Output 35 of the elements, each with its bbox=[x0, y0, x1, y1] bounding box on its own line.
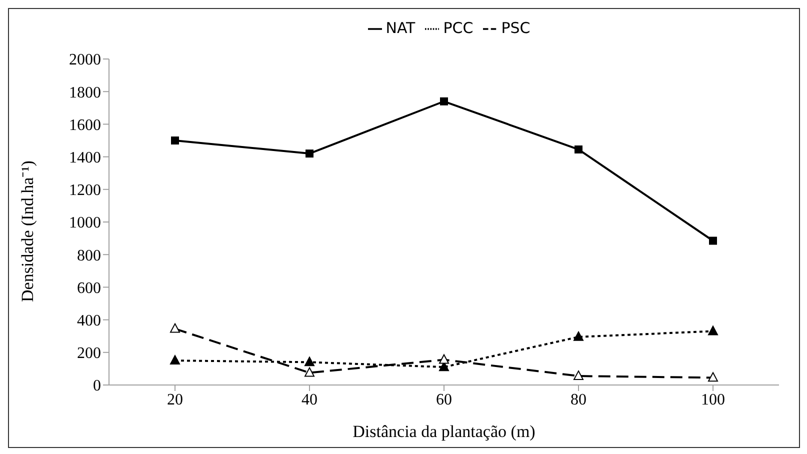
point bbox=[574, 370, 584, 380]
legend-label: PSC bbox=[501, 19, 530, 37]
point bbox=[708, 326, 718, 336]
point bbox=[171, 136, 179, 144]
point bbox=[708, 372, 718, 382]
x-axis-title: Distância da plantação (m) bbox=[352, 422, 536, 441]
x-tick-label: 80 bbox=[570, 391, 586, 408]
point bbox=[170, 355, 180, 365]
point bbox=[304, 356, 314, 366]
point bbox=[709, 236, 717, 245]
y-tick-label: 200 bbox=[77, 345, 101, 362]
x-tick-label: 60 bbox=[436, 391, 452, 408]
y-tick-label: 1000 bbox=[69, 214, 101, 232]
legend-label: NAT bbox=[386, 19, 416, 37]
y-tick-label: 1400 bbox=[69, 149, 101, 166]
legend-label: PCC bbox=[443, 19, 474, 37]
y-axis-title: Densidade (Ind.ha⁻¹) bbox=[18, 160, 38, 302]
y-tick-label: 600 bbox=[77, 280, 101, 297]
y-tick-label: 0 bbox=[93, 378, 101, 395]
y-tick-label: 400 bbox=[77, 312, 101, 330]
x-tick-label: 100 bbox=[701, 391, 725, 408]
point bbox=[439, 354, 449, 364]
y-tick-label: 800 bbox=[77, 247, 101, 264]
x-tick-label: 20 bbox=[167, 391, 183, 408]
y-tick-label: 1800 bbox=[69, 84, 101, 102]
point bbox=[574, 145, 582, 154]
point bbox=[440, 97, 448, 106]
x-tick-label: 40 bbox=[302, 391, 318, 408]
point bbox=[574, 331, 584, 341]
point bbox=[306, 150, 314, 158]
point bbox=[170, 323, 180, 333]
point bbox=[304, 367, 314, 377]
y-tick-label: 2000 bbox=[69, 52, 101, 69]
y-tick-label: 1200 bbox=[69, 182, 101, 200]
y-tick-label: 1600 bbox=[69, 116, 101, 134]
